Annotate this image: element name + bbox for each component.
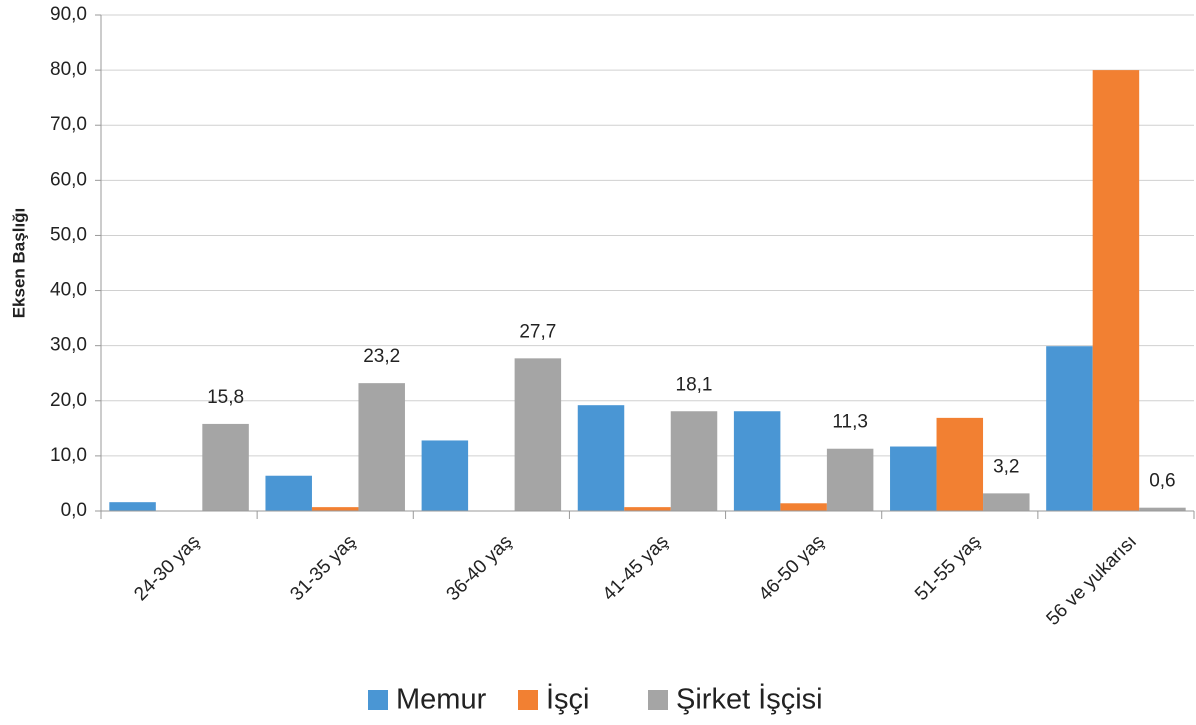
bar — [202, 423, 249, 511]
x-tick-label: 41-45 yaş — [599, 531, 673, 605]
bar — [311, 507, 359, 511]
bar — [624, 507, 671, 511]
legend-swatch — [518, 690, 538, 710]
y-tick-label: 30,0 — [50, 335, 87, 356]
bar — [577, 405, 625, 511]
legend-swatch — [648, 690, 668, 710]
legend-swatch — [368, 690, 388, 710]
data-label: 18,1 — [676, 374, 713, 395]
bar — [826, 448, 874, 511]
bar — [514, 358, 562, 511]
y-tick-label: 80,0 — [50, 59, 87, 80]
bar — [1046, 346, 1093, 511]
y-tick-label: 0,0 — [61, 500, 87, 521]
y-tick-label: 70,0 — [50, 114, 87, 135]
data-label: 11,3 — [832, 412, 868, 433]
legend-label: Şirket İşçisi — [676, 683, 823, 716]
y-tick-label: 10,0 — [50, 445, 87, 466]
x-tick-label: 36-40 yaş — [443, 531, 517, 605]
y-axis-label: Eksen Başlığı — [9, 208, 28, 319]
bar — [358, 383, 405, 511]
bar — [265, 475, 312, 511]
data-label: 27,7 — [519, 321, 556, 342]
bar — [780, 503, 827, 511]
bar — [1139, 507, 1186, 511]
legend-label: Memur — [396, 684, 487, 716]
x-tick-label: 51-55 yaş — [911, 531, 985, 605]
bar — [109, 502, 156, 511]
x-tick-label: 46-50 yaş — [755, 531, 829, 605]
bar — [421, 440, 469, 511]
y-tick-label: 20,0 — [50, 390, 87, 411]
bar — [733, 411, 781, 511]
x-tick-label: 31-35 yaş — [286, 531, 360, 605]
y-tick-label: 50,0 — [50, 224, 87, 245]
data-label: 3,2 — [993, 456, 1019, 477]
bar — [670, 411, 718, 511]
data-label: 0,6 — [1149, 471, 1175, 492]
bar — [983, 493, 1030, 511]
x-tick-label: 56 ve yukarısı — [1043, 531, 1141, 629]
y-tick-label: 40,0 — [50, 280, 87, 301]
data-label: 23,2 — [363, 346, 400, 367]
bar — [890, 446, 937, 511]
legend-label: İşçi — [546, 683, 590, 716]
x-tick-label: 24-30 yaş — [130, 531, 204, 605]
bar — [1092, 70, 1140, 511]
bar — [936, 417, 984, 511]
y-tick-label: 60,0 — [50, 169, 87, 190]
data-label: 15,8 — [207, 387, 244, 408]
y-tick-label: 90,0 — [50, 4, 87, 25]
